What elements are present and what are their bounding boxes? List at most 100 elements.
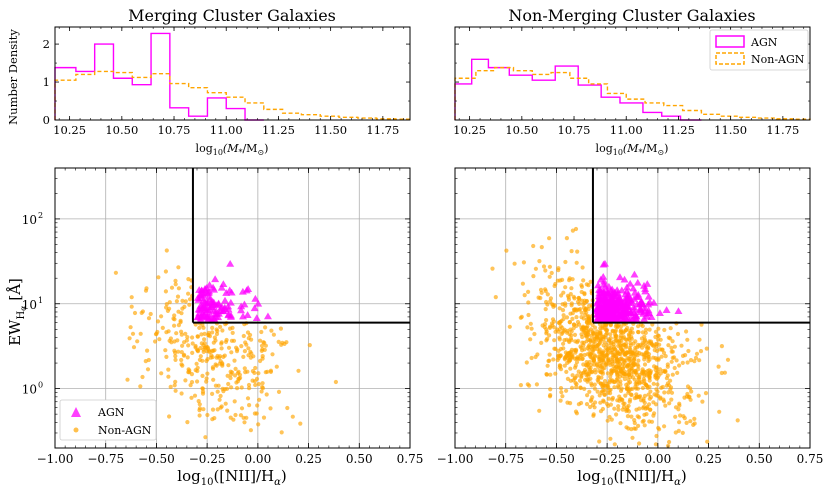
agn-point [622,283,631,291]
nonagn-point [548,393,553,398]
nonagn-point [255,403,260,408]
nonagn-point [618,382,623,387]
nonagn-point [210,407,216,412]
nonagn-point [668,336,673,341]
nonagn-point [621,371,626,376]
scatter-xlabel-left: log10([NII]/Hα) [177,467,286,488]
nonagn-point [218,324,223,329]
nonagn-point [556,266,561,271]
nonagn-point [616,385,621,390]
nonagn-point [238,375,243,380]
scatter-panel-nonmerging: −1.00 −0.75 −0.50 −0.25 0.00 0.25 0.50 0.75 [437,167,823,466]
nonagn-point [189,380,195,385]
nonagn-point [688,419,693,424]
nonagn-point [585,332,590,337]
xlabel-sun: ⊙ [257,148,264,157]
agn-point [220,296,229,304]
nonagn-point [559,293,564,298]
nonagn-point [573,339,578,344]
nonagn-point [625,414,631,419]
nonagn-point [113,270,118,275]
nonagn-point [525,382,530,387]
nonagn-point [173,282,178,287]
nonagn-point [219,340,224,345]
xlabel-alpha: α [274,477,281,488]
nonagn-point [204,376,209,381]
nonagn-point [719,370,724,376]
agn-point [674,307,683,314]
xlabel-log: log [577,467,601,485]
nonagn-point [568,366,573,371]
nonagn-point [537,408,542,413]
nonagn-point [655,337,661,342]
nonagn-point [226,363,231,368]
nonagn-point [560,394,565,399]
nonagn-point [558,386,564,391]
nonagn-point [528,321,533,326]
nonagn-point [625,355,630,360]
nonagn-point [242,349,247,354]
nonagn-point [547,236,552,241]
nonagn-point [573,226,579,232]
nonagn-point [208,355,213,360]
nonagn-point [624,408,629,414]
nonagn-point [636,415,642,420]
legend-frame [709,29,809,71]
nonagn-point [186,291,191,296]
nonagn-point [666,343,671,348]
nonagn-point [296,368,301,373]
nonagn-point [578,353,583,358]
nonagn-point [233,366,238,371]
nonagn-point [544,329,549,334]
nonagn-point [655,389,660,394]
x-tick-label: 0.25 [295,452,322,466]
nonagn-point [569,303,574,308]
svg-text:EWHα [Å]: EWHα [Å] [6,278,28,346]
nonagn-point [617,365,623,370]
nonagn-point [592,353,597,358]
nonagn-point [298,421,303,426]
nonagn-point [654,357,659,362]
nonagn-point [285,405,290,411]
nonagn-point [640,340,645,346]
nonagn-point [735,418,740,423]
nonagn-point [182,352,187,357]
nonagn-point [172,317,177,322]
nonagn-point [669,397,674,402]
nonagn-point [233,412,238,418]
x-tick-label: −1.00 [37,452,74,466]
nonagn-point [526,300,531,305]
nonagn-point [560,308,566,313]
legend-frame [59,399,157,441]
nonagn-point [190,341,195,346]
nonagn-point [253,382,258,388]
agn-point [226,298,235,306]
nonagn-point [548,387,553,392]
nonagn-point [591,358,596,363]
nonagn-point [261,340,266,345]
nonagn-point [333,379,338,385]
agn-point [217,283,226,291]
nonagn-point [591,412,596,417]
nonagn-point [573,365,578,370]
nonagn-point [559,331,564,337]
nonagn-point [531,243,536,249]
nonagn-point [647,339,652,344]
nonagn-point [174,299,179,304]
nonagn-point [168,384,173,389]
nonagn-point [589,397,594,402]
nonagn-point [270,352,275,357]
agn-point [254,299,263,307]
nonagn-point [604,401,610,406]
nonagn-point [564,236,570,241]
nonagn-point [628,392,634,397]
nonagn-point [241,333,246,339]
nonagn-point [603,345,608,350]
nonagn-point [612,385,617,390]
nonagn-point [189,395,194,400]
nonagn-point [552,338,557,343]
nonagn-point [648,369,654,374]
nonagn-point [625,362,631,367]
x-tick-label: 10.25 [453,123,486,137]
nonagn-point [719,344,725,349]
